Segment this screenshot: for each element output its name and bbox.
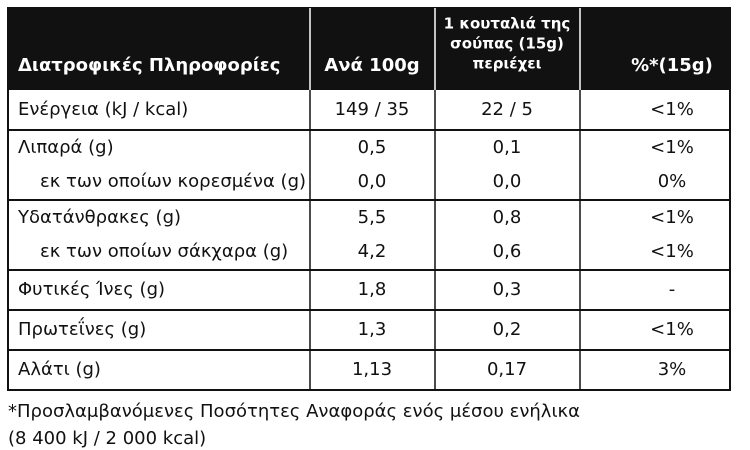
- cell-value: 5,5: [358, 207, 387, 228]
- row-label: εκ των οποίων κορεσμένα (g): [40, 171, 306, 192]
- cell-value: 0,5: [358, 137, 387, 158]
- cell-value: 149 / 35: [335, 99, 410, 120]
- footnote: (8 400 kJ / 2 000 kcal): [8, 428, 206, 449]
- row-label: Υδατάνθρακες (g): [17, 207, 181, 228]
- cell-value: -: [669, 279, 676, 300]
- cell-value: 0,8: [493, 207, 522, 228]
- footnote: *Προσλαμβανόμενες Ποσότητες Αναφοράς ενό…: [8, 401, 580, 422]
- cell-value: 22 / 5: [481, 99, 533, 120]
- cell-value: 0%: [658, 171, 687, 192]
- row-label: Λιπαρά (g): [18, 137, 114, 158]
- cell-value: 0,0: [493, 171, 522, 192]
- header-cell: Ανά 100g: [324, 55, 419, 76]
- cell-value: <1%: [650, 207, 694, 228]
- cell-value: 0,6: [493, 241, 522, 262]
- header-band: [8, 8, 730, 90]
- table-border: [7, 7, 731, 391]
- row-label: Ενέργεια (kJ / kcal): [18, 99, 188, 120]
- header-cell: περιέχει: [472, 55, 541, 73]
- cell-value: 0,1: [493, 137, 522, 158]
- header-cell: σούπας (15g): [450, 35, 564, 53]
- cell-value: 0,3: [493, 279, 522, 300]
- cell-value: <1%: [650, 99, 694, 120]
- cell-value: 1,13: [352, 359, 392, 380]
- cell-value: 0,17: [487, 359, 527, 380]
- row-label: εκ των οποίων σάκχαρα (g): [40, 241, 288, 262]
- cell-value: 4,2: [358, 241, 387, 262]
- row-label: Φυτικές Ίνες (g): [18, 279, 165, 300]
- cell-value: 1,8: [358, 279, 387, 300]
- header-cell: Διατροφικές Πληροφορίες: [18, 55, 280, 76]
- row-label: Πρωτεΐνες (g): [18, 317, 146, 340]
- cell-value: <1%: [650, 319, 694, 340]
- cell-value: 3%: [658, 359, 687, 380]
- cell-value: 1,3: [358, 319, 387, 340]
- cell-value: 0,2: [493, 319, 522, 340]
- cell-value: <1%: [650, 137, 694, 158]
- cell-value: <1%: [650, 241, 694, 262]
- row-label: Αλάτι (g): [18, 359, 101, 380]
- cell-value: 0,0: [358, 171, 387, 192]
- header-cell: 1 κουταλιά της: [444, 15, 571, 33]
- header-cell: %*(15g): [631, 55, 713, 76]
